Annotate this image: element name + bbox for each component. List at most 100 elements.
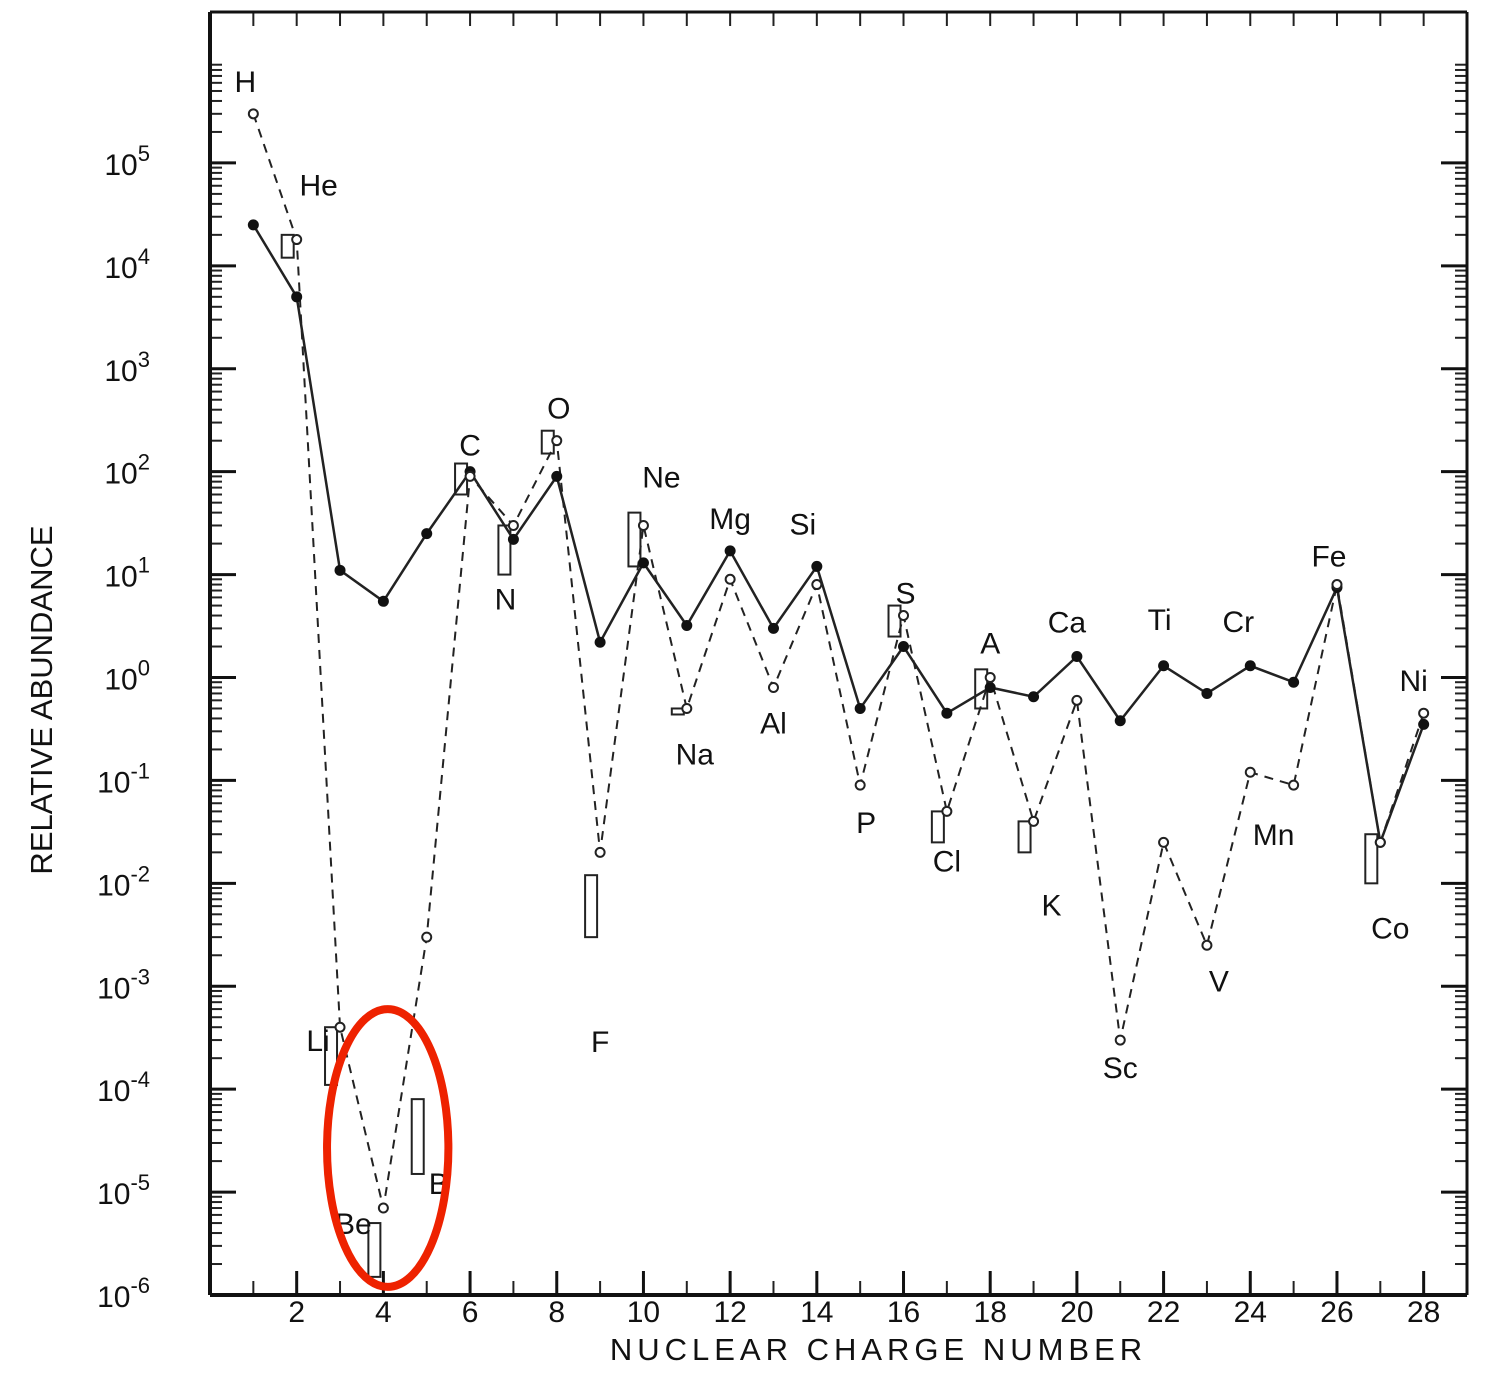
open-data-point: [377, 1202, 389, 1214]
element-label-si: Si: [789, 508, 816, 541]
y-tick-label: 100: [104, 656, 150, 697]
y-tick-label: 10-2: [97, 861, 150, 902]
filled-data-point: [984, 681, 996, 693]
element-label-ti: Ti: [1148, 604, 1172, 637]
filled-data-point: [291, 291, 303, 303]
element-label-mg: Mg: [709, 503, 751, 536]
element-label-group: HHeLiBeBCNOFNeNaMgAlSiPSClAKCaScTiVCrMnF…: [235, 66, 1428, 1241]
filled-data-point: [681, 620, 693, 632]
open-data-point: [941, 805, 953, 817]
filled-data-point: [334, 564, 346, 576]
element-label-v: V: [1209, 965, 1229, 998]
element-label-ni: Ni: [1399, 665, 1427, 698]
x-tick-label: 18: [974, 1296, 1007, 1329]
element-label-al: Al: [760, 707, 787, 740]
x-axis-title: NUCLEAR CHARGE NUMBER: [610, 1332, 1147, 1367]
filled-data-point: [1244, 660, 1256, 672]
filled-data-point: [898, 641, 910, 653]
y-tick-label: 10-6: [97, 1273, 150, 1314]
y-tick-label: 103: [104, 347, 150, 388]
x-tick-label: 4: [375, 1296, 392, 1329]
open-data-point: [507, 519, 519, 531]
filled-data-point: [1071, 650, 1083, 662]
x-tick-label: 12: [713, 1296, 746, 1329]
element-label-a: A: [980, 628, 1000, 661]
element-label-h: H: [235, 66, 257, 99]
x-tick-label: 14: [800, 1296, 833, 1329]
y-tick-label: 105: [104, 141, 150, 182]
open-data-point: [247, 108, 259, 120]
element-label-n: N: [495, 583, 517, 616]
element-label-li: Li: [306, 1025, 329, 1058]
y-tick-label: 104: [104, 244, 150, 285]
y-tick-label: 102: [104, 450, 150, 491]
cosmic-ray-range-bar: [627, 511, 642, 568]
filled-data-point: [767, 622, 779, 634]
open-data-point: [854, 779, 866, 791]
element-label-s: S: [896, 578, 916, 611]
open-data-point: [811, 579, 823, 591]
cosmic-ray-range-bar: [367, 1222, 382, 1278]
element-label-fe: Fe: [1311, 541, 1346, 574]
series-point-group: [247, 108, 1430, 1214]
highlight-group: [323, 1005, 453, 1291]
filled-data-point: [247, 219, 259, 231]
filled-data-point: [421, 528, 433, 540]
open-data-point: [1028, 815, 1040, 827]
open-data-point: [984, 672, 996, 683]
minor-tick-group: [210, 12, 1467, 1295]
open-data-point: [1158, 836, 1170, 848]
x-tick-label: 24: [1234, 1296, 1267, 1329]
filled-data-point: [811, 560, 823, 572]
x-tick-label: 2: [288, 1296, 305, 1329]
filled-data-point: [941, 707, 953, 719]
cosmic-ray-range-bar: [1017, 820, 1032, 854]
y-tick-label: 10-1: [97, 758, 150, 799]
element-label-p: P: [856, 807, 876, 840]
element-label-c: C: [459, 430, 481, 463]
y-tick-label: 10-4: [97, 1067, 150, 1108]
open-data-point: [724, 573, 736, 585]
open-data-point: [551, 435, 563, 447]
filled-data-point: [551, 470, 563, 482]
open-data-point: [464, 470, 476, 482]
y-tick-label: 10-5: [97, 1170, 150, 1211]
open-data-point: [1288, 779, 1300, 791]
filled-data-point: [1201, 687, 1213, 699]
filled-data-point: [507, 533, 519, 545]
element-label-o: O: [547, 393, 570, 426]
x-tick-label: 20: [1060, 1296, 1093, 1329]
cosmic-ray-range-bar: [584, 874, 599, 939]
element-label-co: Co: [1371, 912, 1409, 945]
element-label-cr: Cr: [1222, 606, 1254, 639]
x-tick-label: 16: [887, 1296, 920, 1329]
filled-data-point: [1114, 715, 1126, 727]
element-label-ne: Ne: [642, 461, 680, 494]
filled-data-point: [1028, 691, 1040, 703]
y-tick-label: 10-3: [97, 964, 150, 1005]
element-label-cl: Cl: [933, 845, 961, 878]
x-tick-label: 8: [548, 1296, 565, 1329]
x-tick-label: 28: [1407, 1296, 1440, 1329]
y-axis-title: RELATIVE ABUNDANCE: [24, 525, 59, 874]
dashed-series-line: [252, 113, 1425, 1209]
open-data-point: [1244, 766, 1256, 778]
cosmic-ray-range-bar: [930, 810, 945, 844]
open-data-point: [594, 846, 606, 858]
open-data-point: [421, 931, 433, 943]
open-data-point: [898, 610, 910, 622]
open-data-point: [291, 234, 303, 246]
filled-data-point: [1288, 676, 1300, 688]
element-label-f: F: [591, 1026, 609, 1059]
filled-data-point: [724, 545, 736, 557]
open-data-point: [681, 702, 693, 714]
filled-data-point: [594, 636, 606, 648]
highlight-ellipse: [323, 1005, 453, 1291]
open-data-point: [767, 681, 779, 693]
x-tick-label: 22: [1147, 1296, 1180, 1329]
element-label-sc: Sc: [1103, 1052, 1138, 1085]
x-tick-label: 26: [1320, 1296, 1353, 1329]
y-tick-label: 101: [104, 553, 150, 594]
